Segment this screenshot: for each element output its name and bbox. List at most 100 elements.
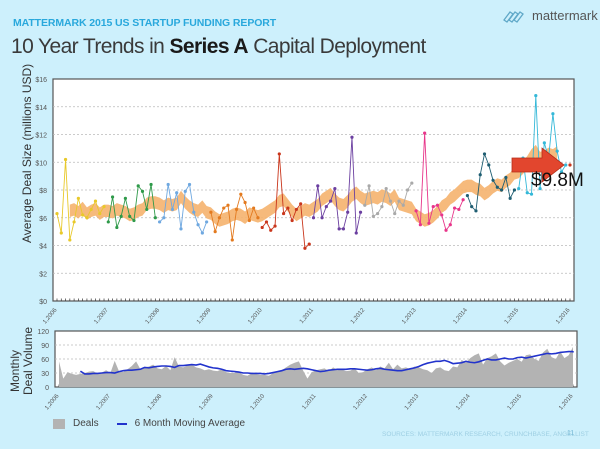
data-point xyxy=(324,205,328,209)
data-point xyxy=(542,141,546,145)
data-point xyxy=(512,188,517,192)
data-point xyxy=(205,220,209,224)
legend-deals-swatch xyxy=(53,418,65,429)
data-point xyxy=(529,192,534,196)
data-point xyxy=(555,149,559,153)
data-point xyxy=(418,223,422,227)
year-line-2011 xyxy=(313,137,361,234)
data-point xyxy=(461,198,465,202)
data-point xyxy=(495,185,499,189)
data-point xyxy=(307,242,311,246)
y-tick-label: $2 xyxy=(39,271,47,278)
data-point xyxy=(226,203,230,207)
data-point xyxy=(363,203,367,207)
data-point xyxy=(140,189,145,193)
data-point xyxy=(346,210,350,214)
data-point xyxy=(234,207,239,212)
data-point xyxy=(452,206,457,210)
x-tick-label: 1,2013 xyxy=(404,393,421,411)
y-tick-label: 60 xyxy=(41,357,49,364)
data-point xyxy=(440,213,444,217)
data-point xyxy=(102,205,106,209)
legend-deals-label: Deals xyxy=(73,418,99,429)
x-tick-label: 1,2015 xyxy=(507,393,524,411)
annotation-arrow xyxy=(511,147,565,183)
data-point xyxy=(256,216,260,220)
data-point xyxy=(269,228,273,232)
data-point xyxy=(247,218,251,223)
data-point xyxy=(303,246,307,250)
data-point xyxy=(376,211,380,216)
data-point xyxy=(68,238,72,242)
data-point xyxy=(491,178,495,182)
data-point xyxy=(405,188,410,192)
data-point xyxy=(136,184,140,188)
data-point xyxy=(333,187,337,191)
data-point xyxy=(196,223,200,227)
data-point xyxy=(311,216,316,220)
data-point xyxy=(504,175,508,180)
title-suffix: Capital Deployment xyxy=(247,35,426,58)
page-title: 10 Year Trends in Series A Capital Deplo… xyxy=(11,35,426,59)
x-tick-label: 1,2012 xyxy=(350,307,367,325)
deals-area xyxy=(59,337,573,387)
data-point xyxy=(358,210,363,214)
x-tick-label: 1,2016 xyxy=(555,307,572,325)
data-point xyxy=(179,227,183,231)
data-point xyxy=(568,163,572,167)
data-point xyxy=(209,210,213,214)
data-point xyxy=(200,231,204,235)
x-tick-label: 1,2010 xyxy=(247,307,264,325)
data-point xyxy=(217,216,222,220)
year-line-2007 xyxy=(107,184,156,230)
data-point xyxy=(427,221,431,225)
data-point xyxy=(380,205,384,209)
data-point xyxy=(423,131,427,135)
x-tick-label: 1,2013 xyxy=(401,307,418,325)
x-tick-label: 1,2012 xyxy=(353,393,370,411)
data-point xyxy=(128,214,132,218)
data-point xyxy=(564,163,568,167)
data-point xyxy=(431,205,435,209)
data-point xyxy=(132,218,136,223)
data-point xyxy=(145,207,149,212)
data-point xyxy=(230,238,234,242)
data-point xyxy=(517,187,521,191)
data-point xyxy=(354,231,358,235)
data-point xyxy=(448,223,452,227)
data-point xyxy=(183,189,187,193)
data-point xyxy=(222,206,226,210)
y-tick-label: $10 xyxy=(35,160,47,167)
page-number: 11 xyxy=(567,430,575,437)
data-point xyxy=(166,182,170,187)
data-point xyxy=(76,196,80,200)
data-point xyxy=(350,135,354,139)
y-tick-label: $8 xyxy=(39,188,47,195)
y-tick-label: 90 xyxy=(41,343,49,350)
data-point xyxy=(388,199,393,203)
data-point xyxy=(81,213,85,217)
data-point xyxy=(508,196,512,200)
data-point xyxy=(341,227,346,231)
annotation-label: $9.8M xyxy=(531,170,584,191)
data-point xyxy=(106,220,110,224)
data-point xyxy=(93,199,98,203)
y-tick-label: $4 xyxy=(39,244,47,251)
x-tick-label: 1,2006 xyxy=(42,307,59,325)
data-point xyxy=(470,205,474,209)
data-point xyxy=(371,214,375,218)
year-line-2006 xyxy=(56,159,105,241)
data-point xyxy=(277,152,281,156)
data-point xyxy=(72,220,76,224)
data-point xyxy=(55,211,59,216)
legend-moving-avg-label: 6 Month Moving Average xyxy=(134,418,246,429)
data-point xyxy=(98,211,102,216)
y-tick-label: 30 xyxy=(41,371,49,378)
x-tick-label: 1,2007 xyxy=(96,393,113,411)
x-tick-label: 1,2006 xyxy=(44,393,61,411)
data-point xyxy=(482,152,487,156)
data-point xyxy=(89,207,93,212)
data-point xyxy=(162,216,166,220)
x-tick-label: 1,2009 xyxy=(196,307,213,325)
